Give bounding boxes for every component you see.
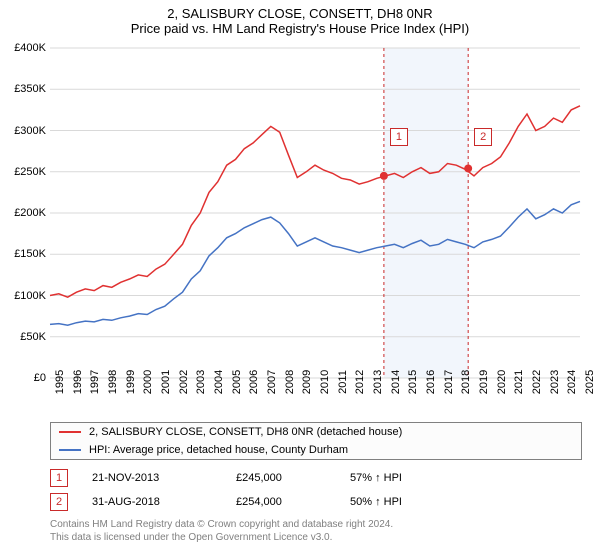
footer-line2: This data is licensed under the Open Gov…: [50, 531, 580, 544]
xtick-label: 1996: [72, 370, 84, 394]
legend-row-hpi: HPI: Average price, detached house, Coun…: [51, 441, 581, 459]
xtick-label: 2006: [248, 370, 260, 394]
sale-index-icon: 1: [50, 469, 68, 487]
legend-row-property: 2, SALISBURY CLOSE, CONSETT, DH8 0NR (de…: [51, 423, 581, 441]
xtick-label: 2019: [478, 370, 490, 394]
xtick-label: 1998: [107, 370, 119, 394]
xtick-label: 2023: [549, 370, 561, 394]
sale-index-box-1: 1: [390, 128, 408, 146]
ytick-label: £200K: [0, 207, 46, 219]
xtick-label: 2003: [195, 370, 207, 394]
sales-table: 1 21-NOV-2013 £245,000 57% ↑ HPI 2 31-AUG-201…: [50, 466, 580, 514]
xtick-label: 2000: [142, 370, 154, 394]
xtick-label: 2005: [231, 370, 243, 394]
xtick-label: 1995: [54, 370, 66, 394]
series-property: [50, 106, 580, 297]
xtick-label: 2011: [337, 370, 349, 394]
xtick-label: 2001: [160, 370, 172, 394]
xtick-label: 2022: [531, 370, 543, 394]
legend-label-hpi: HPI: Average price, detached house, Coun…: [89, 444, 348, 456]
chart-svg: [50, 48, 580, 378]
sale-pct-vs-hpi: 50% ↑ HPI: [350, 496, 460, 508]
ytick-label: £150K: [0, 248, 46, 260]
xtick-label: 2018: [460, 370, 472, 394]
xtick-label: 2009: [301, 370, 313, 394]
series-hpi: [50, 201, 580, 325]
xtick-label: 2013: [372, 370, 384, 394]
xtick-label: 2024: [566, 370, 578, 394]
xtick-label: 2007: [266, 370, 278, 394]
xtick-label: 2017: [443, 370, 455, 394]
ytick-label: £400K: [0, 42, 46, 54]
footer-attribution: Contains HM Land Registry data © Crown c…: [50, 518, 580, 544]
legend-swatch-hpi: [59, 449, 81, 451]
sale-marker-2: [464, 164, 472, 172]
chart-title: 2, SALISBURY CLOSE, CONSETT, DH8 0NR: [0, 0, 600, 21]
xtick-label: 2004: [213, 370, 225, 394]
ytick-label: £300K: [0, 125, 46, 137]
xtick-label: 2002: [178, 370, 190, 394]
xtick-label: 2016: [425, 370, 437, 394]
sale-index-icon: 2: [50, 493, 68, 511]
sale-price: £245,000: [236, 472, 326, 484]
xtick-label: 2025: [584, 370, 596, 394]
xtick-label: 2021: [513, 370, 525, 394]
sale-index-box-2: 2: [474, 128, 492, 146]
sales-row: 1 21-NOV-2013 £245,000 57% ↑ HPI: [50, 466, 580, 490]
xtick-label: 2008: [284, 370, 296, 394]
ytick-label: £50K: [0, 331, 46, 343]
chart-subtitle: Price paid vs. HM Land Registry's House …: [0, 21, 600, 40]
xtick-label: 1999: [125, 370, 137, 394]
xtick-label: 2014: [390, 370, 402, 394]
sales-row: 2 31-AUG-2018 £254,000 50% ↑ HPI: [50, 490, 580, 514]
sale-date: 21-NOV-2013: [92, 472, 212, 484]
ytick-label: £100K: [0, 290, 46, 302]
sale-pct-vs-hpi: 57% ↑ HPI: [350, 472, 460, 484]
xtick-label: 2015: [407, 370, 419, 394]
sale-marker-1: [380, 172, 388, 180]
xtick-label: 2020: [496, 370, 508, 394]
sale-price: £254,000: [236, 496, 326, 508]
ytick-label: £250K: [0, 166, 46, 178]
legend-box: 2, SALISBURY CLOSE, CONSETT, DH8 0NR (de…: [50, 422, 582, 460]
sale-date: 31-AUG-2018: [92, 496, 212, 508]
chart-plot-area: £0£50K£100K£150K£200K£250K£300K£350K£400…: [50, 48, 580, 378]
ytick-label: £350K: [0, 83, 46, 95]
ytick-label: £0: [0, 372, 46, 384]
xtick-label: 1997: [89, 370, 101, 394]
xtick-label: 2012: [354, 370, 366, 394]
xtick-label: 2010: [319, 370, 331, 394]
legend-swatch-property: [59, 431, 81, 433]
legend-label-property: 2, SALISBURY CLOSE, CONSETT, DH8 0NR (de…: [89, 426, 402, 438]
footer-line1: Contains HM Land Registry data © Crown c…: [50, 518, 580, 531]
